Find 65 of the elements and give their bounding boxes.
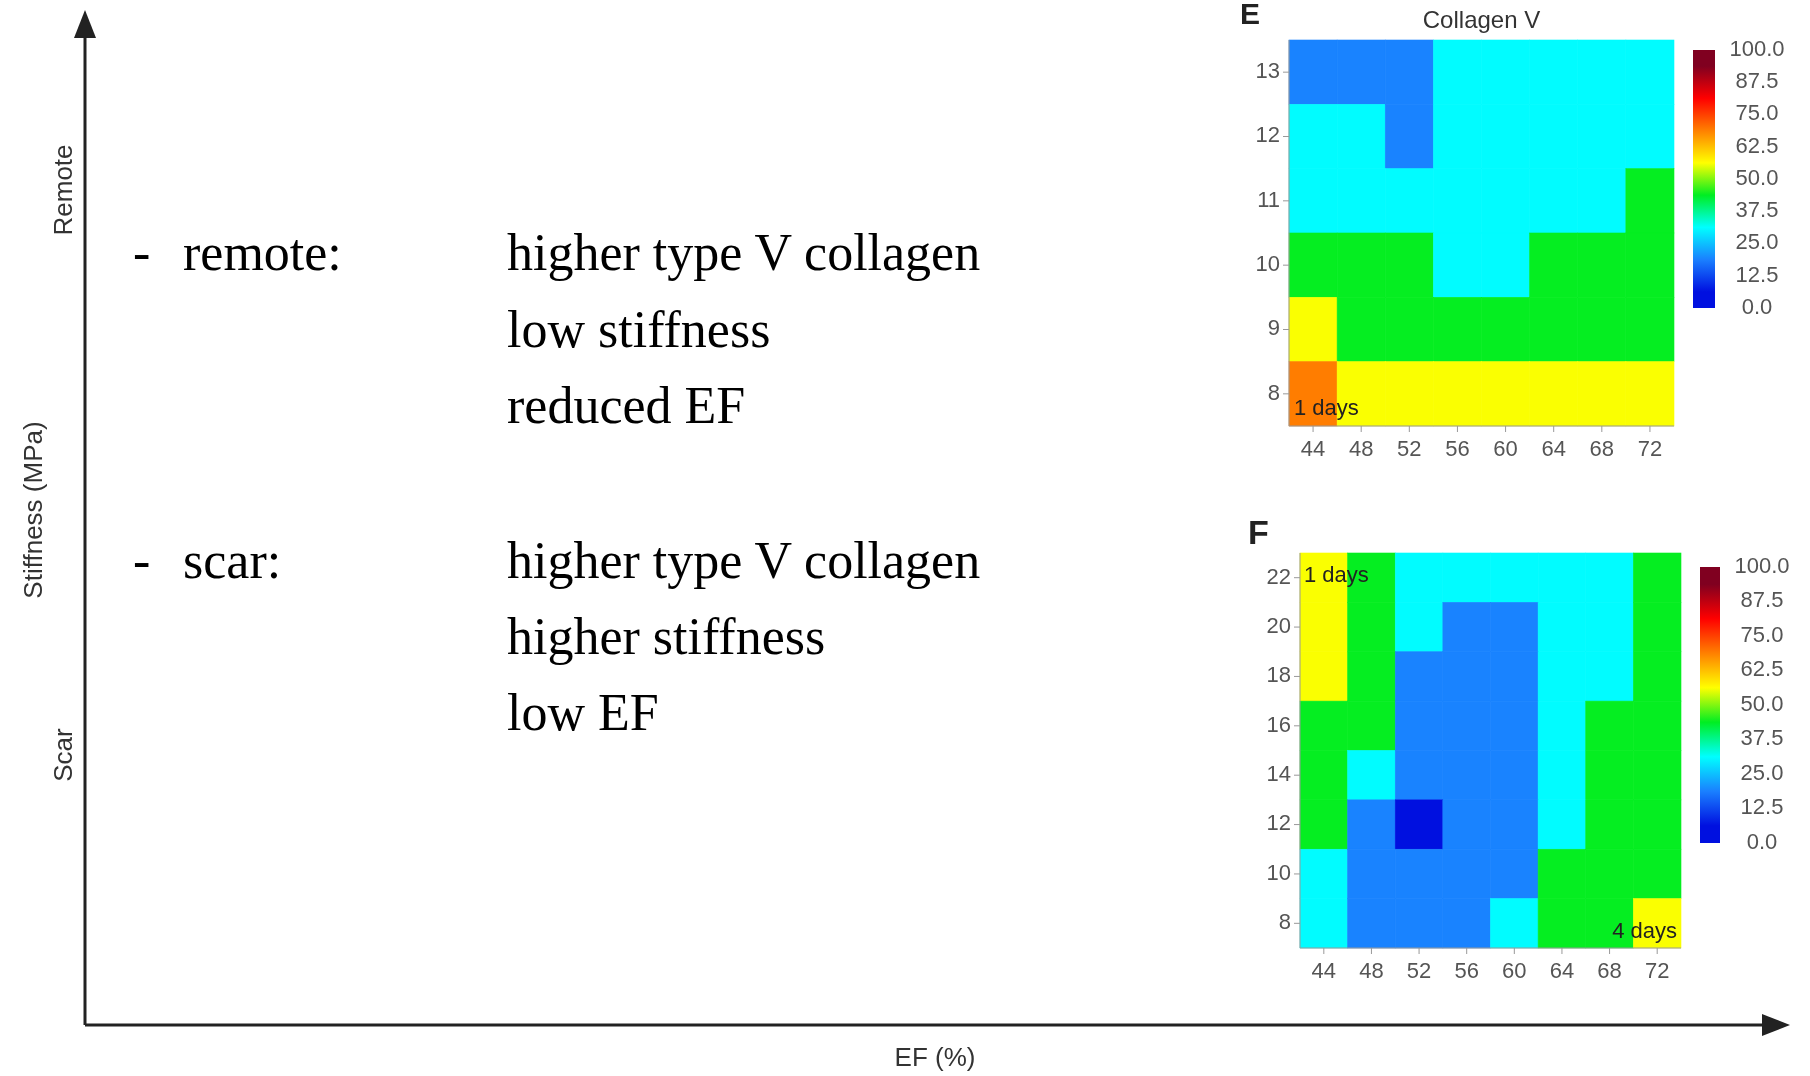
text: low stiffness [507, 300, 771, 358]
color-bar-label: 12.5 [1735, 261, 1779, 287]
text: reduced EF [507, 376, 746, 434]
y-tick-label: 8 [1278, 909, 1291, 935]
text: EF (%) [894, 1042, 976, 1072]
x-tick-label: 48 [1348, 436, 1374, 461]
color-bar-label: 62.5 [1740, 656, 1784, 682]
color-bar-label: 25.0 [1735, 229, 1779, 255]
x-tick-label: 44 [1311, 958, 1337, 983]
text: low EF [507, 683, 659, 741]
color-bar-label: 100.0 [1729, 35, 1785, 61]
x-tick-label: 52 [1406, 958, 1432, 983]
x-tick-label: 48 [1359, 958, 1384, 983]
color-bar-label: 100.0 [1734, 552, 1790, 578]
color-bar-label: 0.0 [1741, 293, 1773, 319]
y-tick-label: 12 [1266, 810, 1291, 836]
text: higher type V collagen [507, 531, 981, 589]
text: higher stiffness [507, 607, 826, 665]
text: - [133, 531, 151, 589]
text: F [1248, 513, 1269, 551]
color-bar-label: 50.0 [1735, 164, 1779, 190]
x-tick-label: 44 [1300, 436, 1326, 461]
x-tick-label: 68 [1597, 958, 1622, 983]
text: Stiffness (MPa) [18, 421, 48, 599]
y-tick-label: 8 [1267, 379, 1280, 405]
color-bar-label: 75.0 [1735, 100, 1779, 126]
x-tick-label: 72 [1644, 958, 1670, 983]
x-tick-label: 60 [1502, 958, 1527, 983]
y-tick-label: 10 [1266, 859, 1291, 885]
y-tick-label: 18 [1266, 662, 1291, 688]
y-tick-label: 16 [1266, 711, 1291, 737]
color-bar-label: 87.5 [1740, 587, 1784, 613]
color-bar-label: 12.5 [1740, 794, 1784, 820]
text: higher type V collagen [507, 223, 981, 281]
color-bar-label: 25.0 [1740, 759, 1784, 785]
x-tick-label: 60 [1493, 436, 1518, 461]
y-tick-label: 22 [1266, 563, 1291, 589]
text: Remote [48, 144, 78, 236]
y-tick-label: 13 [1255, 57, 1280, 83]
color-bar-label: 75.0 [1740, 621, 1784, 647]
color-bar-label: 0.0 [1746, 828, 1778, 854]
y-tick-label: 12 [1255, 122, 1280, 148]
x-tick-label: 64 [1541, 436, 1566, 461]
color-bar-label: 87.5 [1735, 68, 1779, 94]
color-bar-label: 37.5 [1740, 725, 1784, 751]
y-tick-label: 14 [1266, 761, 1291, 786]
y-tick-label: 11 [1257, 186, 1280, 212]
chart-title: Collagen V [1422, 6, 1541, 33]
text: scar: [183, 531, 282, 589]
text: - [133, 223, 151, 281]
x-tick-label: 72 [1637, 436, 1663, 461]
y-tick-label: 10 [1255, 250, 1280, 276]
text: Scar [48, 727, 78, 782]
x-tick-label: 56 [1445, 436, 1470, 461]
x-tick-label: 52 [1397, 436, 1422, 461]
text: remote: [183, 223, 342, 281]
color-bar-label: 62.5 [1735, 132, 1779, 158]
x-tick-label: 64 [1549, 958, 1575, 983]
text: E [1240, 0, 1261, 30]
x-tick-label: 68 [1589, 436, 1615, 461]
y-tick-label: 9 [1267, 315, 1280, 341]
x-tick-label: 56 [1454, 958, 1479, 983]
color-bar-label: 37.5 [1735, 197, 1779, 223]
color-bar-label: 50.0 [1740, 690, 1784, 716]
y-tick-label: 20 [1266, 612, 1291, 638]
